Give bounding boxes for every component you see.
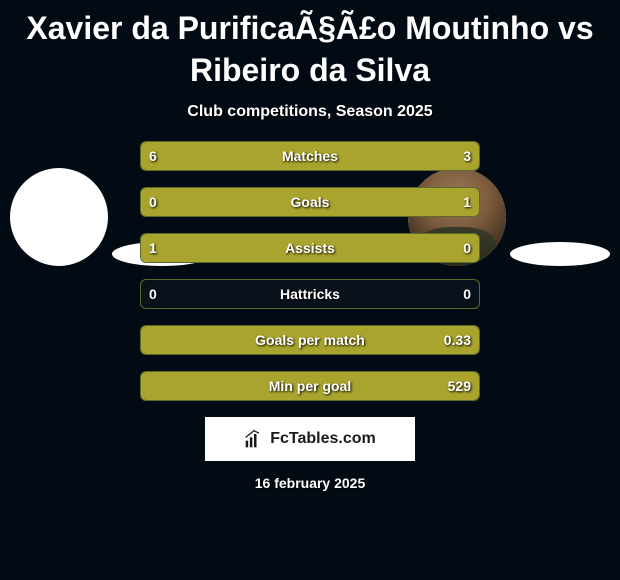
value-right: 529 <box>448 378 471 394</box>
stat-row-assists: 1 Assists 0 <box>140 233 480 263</box>
value-left: 0 <box>149 286 157 302</box>
chart-icon <box>244 429 264 449</box>
value-left: 1 <box>149 240 157 256</box>
stat-row-goals: 0 Goals 1 <box>140 187 480 217</box>
footer-brand-text: FcTables.com <box>270 430 376 448</box>
value-right: 1 <box>463 194 471 210</box>
bar-right <box>366 142 479 170</box>
value-left: 0 <box>149 194 157 210</box>
value-left: 6 <box>149 148 157 164</box>
value-right: 0.33 <box>444 332 471 348</box>
stat-label: Min per goal <box>269 378 351 394</box>
stat-label: Goals <box>291 194 330 210</box>
stat-label: Hattricks <box>280 286 340 302</box>
stat-row-matches: 6 Matches 3 <box>140 141 480 171</box>
stat-row-hattricks: 0 Hattricks 0 <box>140 279 480 309</box>
page-title: Xavier da PurificaÃ§Ã£o Moutinho vs Ribe… <box>0 0 620 91</box>
footer-brand-box[interactable]: FcTables.com <box>205 417 415 461</box>
stat-row-goals-per-match: Goals per match 0.33 <box>140 325 480 355</box>
stat-label: Matches <box>282 148 338 164</box>
value-right: 0 <box>463 240 471 256</box>
comparison-chart: 6 Matches 3 0 Goals 1 1 Assists 0 0 Hatt… <box>0 141 620 401</box>
stat-row-min-per-goal: Min per goal 529 <box>140 371 480 401</box>
stat-label: Goals per match <box>255 332 365 348</box>
value-right: 3 <box>463 148 471 164</box>
subtitle: Club competitions, Season 2025 <box>0 103 620 121</box>
date-text: 16 february 2025 <box>0 475 620 491</box>
value-right: 0 <box>463 286 471 302</box>
stat-label: Assists <box>285 240 335 256</box>
